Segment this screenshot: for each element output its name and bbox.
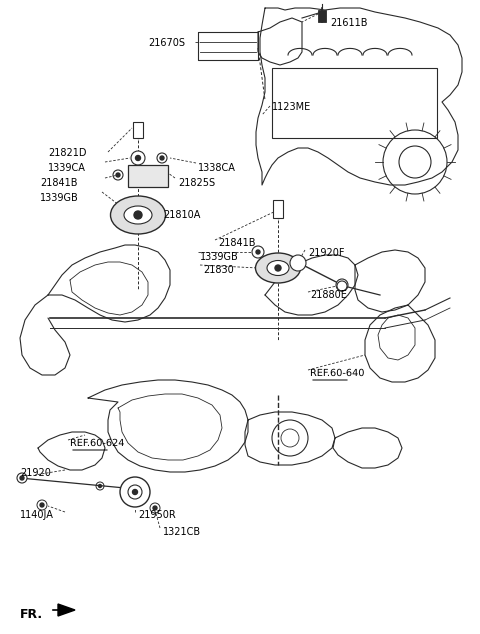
Ellipse shape [267,261,289,276]
Circle shape [150,503,160,513]
Ellipse shape [255,253,300,283]
Circle shape [37,500,47,510]
Text: 1339GB: 1339GB [200,252,239,262]
Text: FR.: FR. [20,608,43,621]
Circle shape [120,477,150,507]
Polygon shape [58,604,75,616]
Circle shape [135,155,141,160]
Circle shape [290,255,306,271]
Circle shape [131,151,145,165]
Circle shape [160,156,164,160]
Circle shape [256,250,260,254]
Circle shape [134,211,142,219]
Circle shape [336,279,348,291]
Circle shape [252,246,264,258]
Text: 21880E: 21880E [310,290,347,300]
Circle shape [98,484,101,488]
Text: 21670S: 21670S [148,38,185,48]
Circle shape [132,489,137,495]
Text: 21825S: 21825S [178,178,215,188]
Circle shape [20,476,24,480]
Circle shape [116,173,120,177]
Text: 1140JA: 1140JA [20,510,54,520]
Ellipse shape [110,196,166,234]
Circle shape [153,506,157,510]
Circle shape [275,265,281,271]
Bar [318,10,326,22]
Text: 1339CA: 1339CA [48,163,86,173]
Text: REF.60-624: REF.60-624 [70,438,124,448]
Text: 21821D: 21821D [48,148,86,158]
Circle shape [128,485,142,499]
Text: 21920F: 21920F [308,248,345,258]
Bar [133,122,143,138]
Text: 21841B: 21841B [218,238,255,248]
Text: 1339GB: 1339GB [40,193,79,203]
Ellipse shape [124,206,152,224]
Text: 21611B: 21611B [330,18,368,28]
Circle shape [157,153,167,163]
Text: 1321CB: 1321CB [163,527,201,537]
Text: 21920: 21920 [20,468,51,478]
Text: 21950R: 21950R [138,510,176,520]
Bar [273,200,283,218]
Bar [128,165,168,187]
Text: REF.60-640: REF.60-640 [310,368,364,378]
Text: 21841B: 21841B [40,178,77,188]
Circle shape [40,503,44,507]
Text: 1338CA: 1338CA [198,163,236,173]
Text: 1123ME: 1123ME [272,102,311,112]
Bar [272,68,437,138]
Text: 21810A: 21810A [163,210,200,220]
Circle shape [17,473,27,483]
Text: 21830: 21830 [203,265,234,275]
